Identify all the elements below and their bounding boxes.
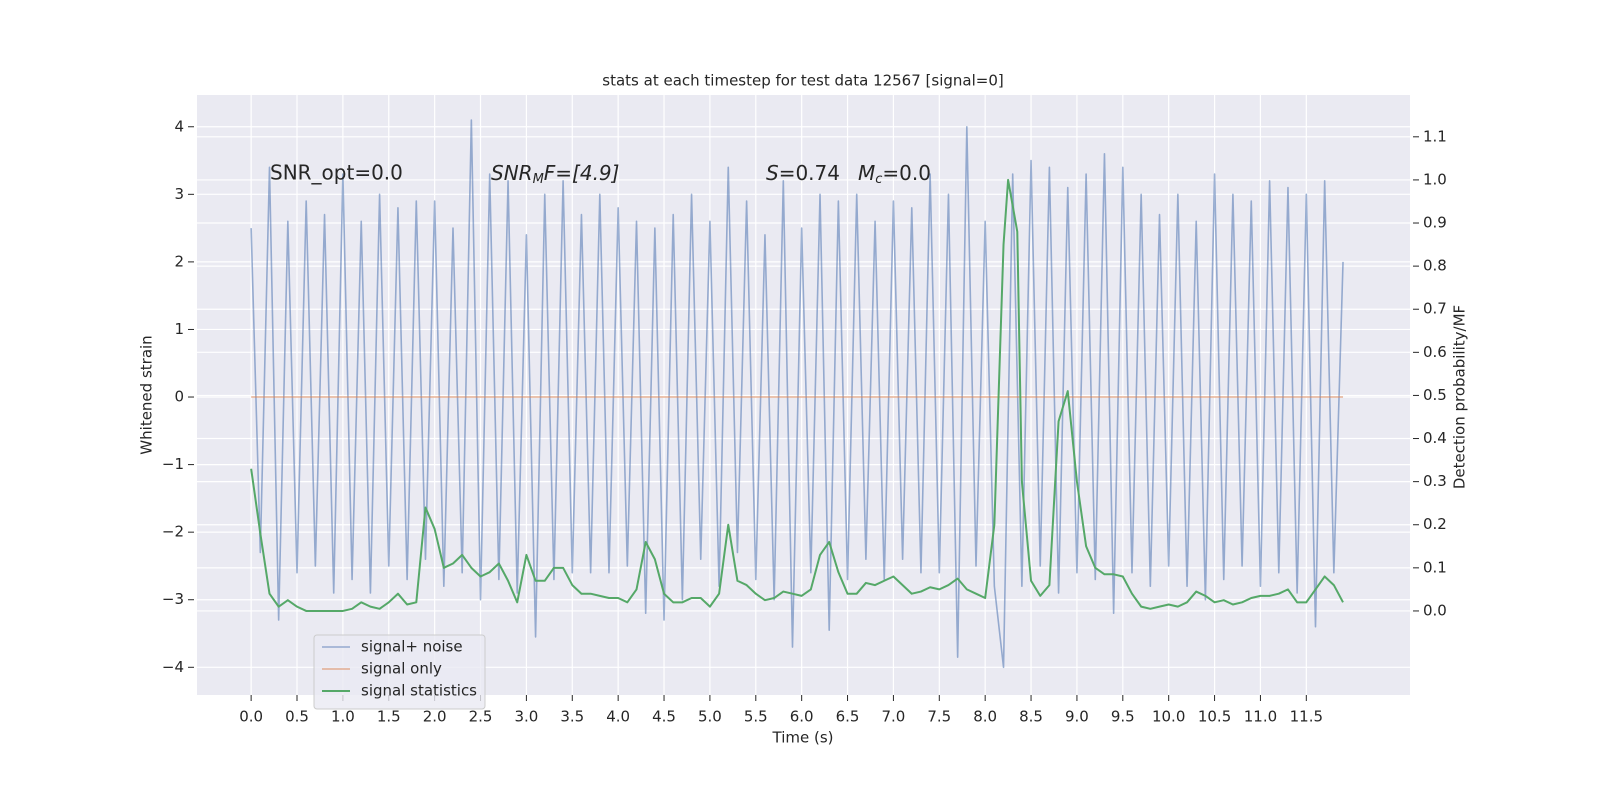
legend-label: signal only bbox=[361, 660, 442, 678]
x-tick-label: 4.0 bbox=[606, 708, 630, 726]
legend-label: signal+ noise bbox=[361, 638, 463, 656]
x-tick-label: 9.5 bbox=[1111, 708, 1135, 726]
x-tick-label: 5.5 bbox=[744, 708, 768, 726]
x-tick-label: 3.0 bbox=[514, 708, 538, 726]
y2-tick-label: 0.2 bbox=[1423, 515, 1447, 533]
y2-tick-label: 0.3 bbox=[1423, 472, 1447, 490]
annotation-part: =0.0 bbox=[882, 161, 931, 185]
y2-tick-label: 0.8 bbox=[1423, 257, 1447, 275]
y-tick-label: 1 bbox=[174, 320, 184, 338]
x-tick-label: 8.0 bbox=[973, 708, 997, 726]
y2-tick-label: 1.1 bbox=[1423, 127, 1447, 145]
x-tick-label: 0.0 bbox=[239, 708, 263, 726]
x-tick-label: 6.0 bbox=[790, 708, 814, 726]
x-tick-label: 2.0 bbox=[423, 708, 447, 726]
annotation-part: SNR bbox=[491, 161, 533, 185]
legend-box bbox=[313, 634, 486, 710]
x-tick-label: 7.5 bbox=[927, 708, 951, 726]
x-tick-label: 9.0 bbox=[1065, 708, 1089, 726]
y2-tick-label: 0.7 bbox=[1423, 300, 1447, 318]
series-line bbox=[250, 119, 1344, 669]
annotation-part: =0.74 bbox=[779, 161, 840, 185]
x-axis-label: Time (s) bbox=[772, 729, 834, 747]
annotation-part: S bbox=[766, 161, 779, 185]
y-tick-label: 4 bbox=[174, 117, 184, 135]
x-tick-label: 3.5 bbox=[560, 708, 584, 726]
x-tick-label: 0.5 bbox=[285, 708, 309, 726]
annotation-part: M bbox=[533, 172, 544, 187]
y-tick-label: −4 bbox=[162, 658, 184, 676]
x-tick-label: 5.0 bbox=[698, 708, 722, 726]
y-tick-label: −2 bbox=[162, 523, 184, 541]
x-tick-label: 1.5 bbox=[377, 708, 401, 726]
x-tick-label: 6.5 bbox=[836, 708, 860, 726]
x-tick-label: 11.5 bbox=[1290, 708, 1323, 726]
x-tick-label: 4.5 bbox=[652, 708, 676, 726]
legend: signal+ noise signal only signal statistic… bbox=[313, 634, 486, 710]
y2-tick-label: 0.0 bbox=[1423, 601, 1447, 619]
y-tick-label: −1 bbox=[162, 455, 184, 473]
marks bbox=[250, 119, 1344, 669]
x-tick-label: 10.0 bbox=[1152, 708, 1185, 726]
y2-tick-label: 0.9 bbox=[1423, 214, 1447, 232]
annotation-part: M bbox=[858, 161, 875, 185]
y-tick-label: 3 bbox=[174, 185, 184, 203]
y2-tick-label: 0.1 bbox=[1423, 558, 1447, 576]
series-line bbox=[250, 178, 1344, 612]
annotation: Mc=0.0 bbox=[858, 161, 931, 187]
x-tick-label: 11.0 bbox=[1244, 708, 1277, 726]
y2-axis-label: Detection probability/MF bbox=[1451, 305, 1469, 489]
y2-tick-label: 0.5 bbox=[1423, 386, 1447, 404]
annotation: S=0.74 bbox=[766, 161, 840, 185]
y-tick-label: 0 bbox=[174, 388, 184, 406]
x-tick-label: 8.5 bbox=[1019, 708, 1043, 726]
y-tick-label: 2 bbox=[174, 252, 184, 270]
legend-label: signal statistics bbox=[361, 682, 477, 700]
y2-tick-label: 0.4 bbox=[1423, 429, 1447, 447]
y-tick-label: −3 bbox=[162, 590, 184, 608]
annotation: SNRMF=[4.9] bbox=[491, 161, 619, 187]
x-tick-label: 2.5 bbox=[469, 708, 493, 726]
x-tick-label: 1.0 bbox=[331, 708, 355, 726]
chart-title: stats at each timestep for test data 125… bbox=[602, 72, 1003, 90]
x-tick-label: 7.0 bbox=[881, 708, 905, 726]
y2-tick-label: 1.0 bbox=[1423, 170, 1447, 188]
annotation-part: F=[4.9] bbox=[544, 161, 620, 185]
y-axis-label: Whitened strain bbox=[138, 335, 156, 454]
annotation-part: c bbox=[875, 172, 882, 187]
annotation: SNR_opt=0.0 bbox=[270, 161, 403, 185]
x-tick-label: 10.5 bbox=[1198, 708, 1231, 726]
y2-tick-label: 0.6 bbox=[1423, 343, 1447, 361]
